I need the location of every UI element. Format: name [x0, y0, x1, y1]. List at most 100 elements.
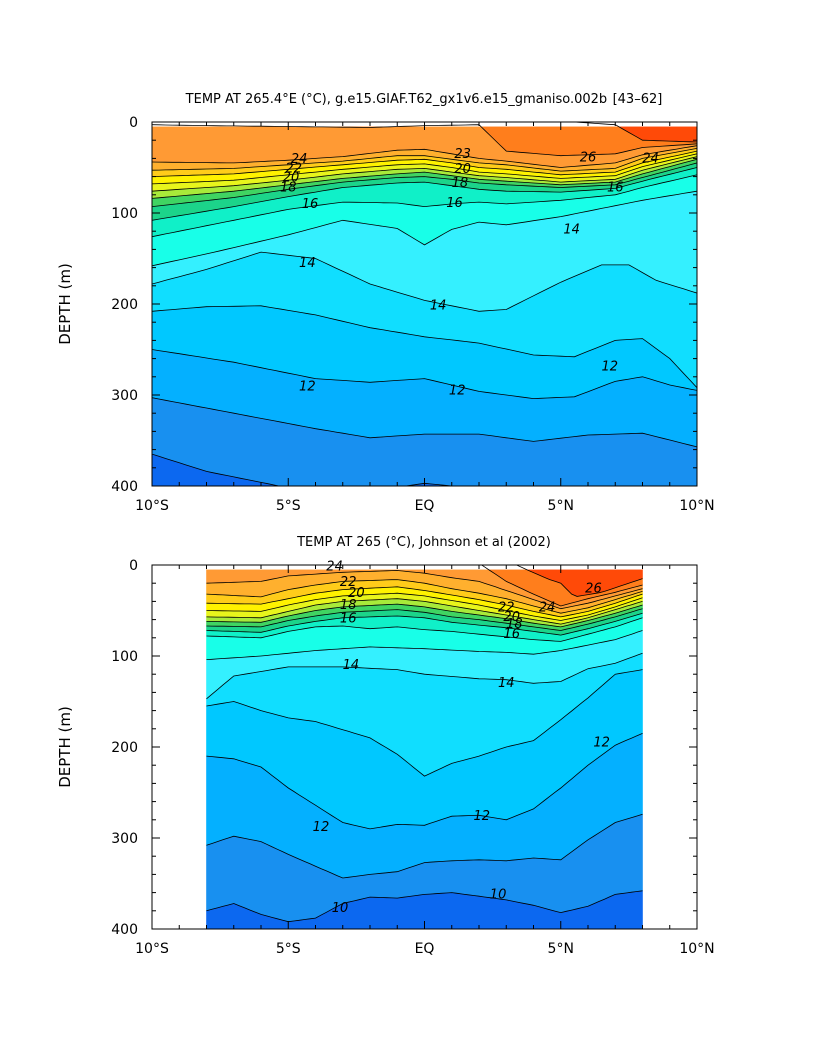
panel-top-ticks: 10°S 5°S EQ 5°N 10°N 0 100 200 300 400: [111, 115, 714, 514]
isotherm-11: [152, 397, 697, 448]
isotherm-21: [206, 592, 643, 621]
contour-label-16: 16: [340, 612, 357, 627]
x-tick-label: EQ: [415, 498, 435, 514]
contour-label-20: 20: [454, 162, 471, 177]
y-tick-label: 200: [111, 297, 138, 313]
isotherm-13: [152, 305, 697, 388]
isotherm-24: [152, 145, 697, 168]
isotherm-23: [152, 148, 697, 172]
panel-top-ylabel: DEPTH (m): [56, 263, 74, 345]
isotherm-12: [206, 733, 643, 830]
y-tick-label: 100: [111, 206, 138, 222]
contour-label-14: 14: [563, 222, 580, 237]
isotherm-15: [206, 630, 643, 660]
isotherm-21: [152, 153, 697, 185]
isotherm-18: [206, 608, 643, 631]
panel-bottom-ylabel: DEPTH (m): [56, 706, 74, 788]
panel-top: TEMP AT 265.4°E (°C), g.e15.GIAF.T62_gx1…: [56, 92, 715, 514]
contour-label-12: 12: [593, 735, 610, 750]
isotherm-19: [206, 603, 643, 628]
isotherm-19: [152, 158, 697, 199]
isotherm-16: [152, 174, 697, 238]
x-tick-label: 5°S: [276, 941, 301, 957]
y-tick-label: 200: [111, 740, 138, 756]
contour-label-14: 14: [498, 676, 515, 691]
y-tick-label: 0: [129, 115, 138, 131]
isotherm-20: [152, 156, 697, 192]
panel-top-fills: [152, 122, 697, 486]
contour-label-24: 24: [539, 601, 556, 616]
isotherm-11: [206, 813, 643, 879]
contour-label-12: 12: [449, 383, 466, 398]
contour-label-10: 10: [490, 887, 507, 902]
panel-bottom-fills: [206, 565, 643, 929]
contour-label-18: 18: [452, 176, 469, 191]
contour-label-14: 14: [343, 658, 360, 673]
contour-label-12: 12: [602, 360, 619, 375]
contour-label-18: 18: [506, 617, 523, 632]
isotherm-17: [152, 167, 697, 221]
contour-label-22: 22: [285, 161, 302, 176]
isotherm-26: [568, 122, 697, 143]
temp-band-9: [152, 453, 455, 486]
panel-top-isotherms: [152, 122, 697, 486]
isotherm-20: [206, 598, 643, 625]
y-tick-label: 300: [111, 388, 138, 404]
y-tick-label: 400: [111, 479, 138, 495]
isotherm-10: [206, 890, 643, 923]
contour-label-24: 24: [326, 560, 343, 575]
x-tick-label: 5°S: [276, 498, 301, 514]
y-tick-label: 100: [111, 649, 138, 665]
contour-label-14: 14: [430, 299, 447, 314]
contour-label-16: 16: [607, 180, 624, 195]
y-tick-label: 300: [111, 831, 138, 847]
contour-label-26: 26: [580, 150, 597, 165]
temp-band-26: [570, 122, 697, 143]
contour-label-23: 23: [454, 147, 471, 162]
isotherm-14: [152, 251, 697, 312]
isotherm-13: [206, 669, 643, 777]
y-tick-label: 400: [111, 922, 138, 938]
panel-bottom-isotherms: [206, 565, 643, 923]
isotherm-26: [515, 565, 643, 597]
contour-label-20: 20: [503, 610, 520, 625]
isotherm-12: [152, 349, 697, 400]
isotherm-18: [152, 162, 697, 207]
y-tick-label: 0: [129, 558, 138, 574]
contour-label-12: 12: [473, 809, 490, 824]
panel-top-title: TEMP AT 265.4°E (°C), g.e15.GIAF.T62_gx1…: [185, 92, 663, 107]
isotherm-22: [206, 586, 643, 618]
contour-label-10: 10: [332, 901, 349, 916]
contour-label-22: 22: [340, 575, 357, 590]
contour-label-18: 18: [280, 180, 297, 195]
x-tick-label: 10°S: [135, 498, 169, 514]
contour-label-24: 24: [642, 151, 659, 166]
contour-label-14: 14: [299, 256, 316, 271]
contour-label-12: 12: [313, 820, 330, 835]
isotherm-15: [152, 190, 697, 267]
isotherm-24: [206, 570, 643, 610]
isotherm-22: [152, 150, 697, 177]
x-tick-label: 5°N: [548, 941, 574, 957]
panel-bottom-title: TEMP AT 265 (°C), Johnson et al (2002): [296, 535, 551, 550]
contour-label-24: 24: [291, 152, 308, 167]
contour-label-22: 22: [498, 601, 515, 616]
isotherm-25: [480, 565, 643, 607]
x-tick-label: 10°N: [679, 941, 714, 957]
contour-label-16: 16: [446, 196, 463, 211]
x-tick-label: 10°N: [679, 498, 714, 514]
contour-label-16: 16: [503, 627, 520, 642]
x-tick-label: EQ: [415, 941, 435, 957]
contour-label-18: 18: [340, 598, 357, 613]
isotherm-17: [206, 612, 643, 636]
contour-label-12: 12: [299, 380, 316, 395]
contour-label-20: 20: [283, 170, 300, 185]
contour-label-26: 26: [585, 582, 602, 597]
contour-label-20: 20: [348, 586, 365, 601]
isotherm-16: [206, 617, 643, 642]
panel-bottom-ticks: 10°S 5°S EQ 5°N 10°N 0 100 200 300 400: [111, 558, 714, 957]
